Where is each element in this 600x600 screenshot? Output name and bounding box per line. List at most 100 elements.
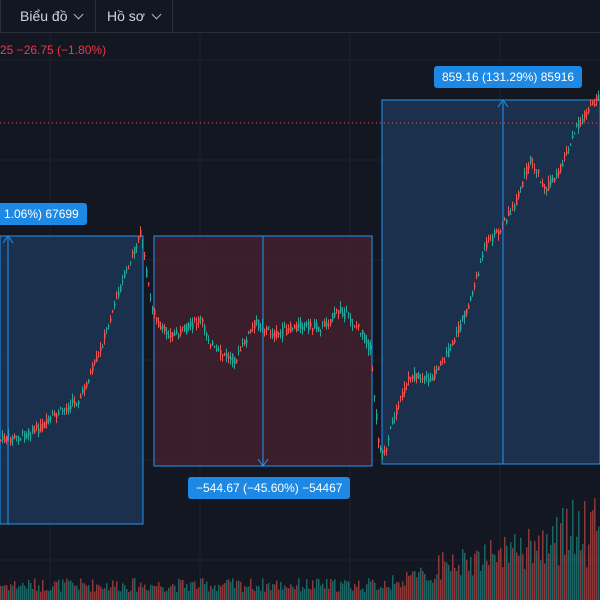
volume-bar — [230, 582, 232, 600]
candle-body — [538, 170, 540, 172]
candle-body — [272, 333, 274, 337]
candle-body — [176, 330, 178, 334]
candle-body — [312, 328, 314, 332]
candle-body — [298, 323, 300, 329]
volume-bar — [236, 580, 238, 600]
chart-menu-button[interactable]: Biểu đồ — [20, 0, 84, 32]
volume-bar — [20, 585, 22, 600]
volume-bar — [330, 579, 332, 600]
volume-bar — [550, 545, 552, 600]
candle-body — [180, 329, 182, 335]
volume-bar — [428, 580, 430, 600]
volume-bar — [498, 550, 500, 600]
volume-bar — [100, 586, 102, 600]
volume-bar — [538, 535, 540, 600]
volume-bar — [400, 587, 402, 600]
volume-bar — [560, 523, 562, 600]
candle-body — [524, 172, 526, 174]
volume-bar — [582, 544, 584, 600]
volume-bar — [596, 530, 598, 600]
candle-body — [308, 321, 310, 331]
volume-bar — [266, 584, 268, 600]
candle-body — [422, 378, 424, 380]
candle-body — [236, 359, 238, 363]
volume-bar — [340, 581, 342, 600]
candle-body — [242, 343, 244, 345]
candle-body — [452, 341, 454, 345]
volume-bar — [476, 550, 478, 600]
volume-bar — [444, 561, 446, 600]
volume-bar — [410, 575, 412, 600]
candle-body — [364, 334, 366, 343]
volume-bar — [282, 589, 284, 600]
candle-body — [444, 361, 446, 364]
candle-body — [472, 291, 474, 295]
volume-bar — [38, 585, 40, 600]
volume-bar — [280, 581, 282, 600]
measure-label-3: 859.16 (131.29%) 85916 — [434, 66, 583, 88]
volume-bar — [240, 581, 242, 600]
volume-bar — [132, 578, 134, 600]
measure-zone-3[interactable] — [381, 99, 600, 465]
candle-body — [72, 399, 74, 404]
volume-bar — [260, 590, 262, 600]
candle-body — [74, 401, 76, 405]
volume-bar — [160, 586, 162, 600]
candle-body — [402, 392, 404, 398]
candle-body — [294, 324, 296, 329]
candle-body — [314, 322, 316, 329]
candle-body — [542, 183, 544, 187]
volume-bar — [368, 578, 370, 600]
volume-bar — [420, 567, 422, 600]
volume-bar — [208, 591, 210, 600]
candle-body — [574, 133, 576, 135]
volume-bar — [466, 559, 468, 600]
volume-bar — [322, 583, 324, 600]
volume-bar — [218, 584, 220, 600]
volume-bar — [156, 586, 158, 600]
candle-body — [254, 320, 256, 329]
candle-body — [378, 438, 380, 443]
candle-body — [564, 154, 566, 157]
candle-body — [572, 135, 574, 139]
volume-bar — [394, 584, 396, 600]
volume-bar — [210, 585, 212, 600]
candle-body — [414, 371, 416, 381]
volume-bar — [26, 588, 28, 600]
volume-bar — [216, 591, 218, 600]
candle-body — [126, 269, 128, 271]
candle-body — [214, 346, 216, 348]
candle-body — [330, 319, 332, 324]
candle-body — [98, 352, 100, 354]
volume-bar — [244, 585, 246, 600]
volume-bar — [106, 583, 108, 600]
candle-body — [562, 163, 564, 167]
volume-bar — [130, 590, 132, 600]
volume-bar — [138, 586, 140, 600]
candle-body — [194, 318, 196, 320]
candle-body — [46, 418, 48, 424]
candle-body — [530, 156, 532, 163]
volume-bar — [482, 564, 484, 600]
profile-menu-button[interactable]: Hồ sơ — [107, 0, 162, 32]
volume-bar — [270, 590, 272, 600]
candle-body — [226, 353, 228, 358]
candle-body — [324, 320, 326, 327]
volume-bar — [418, 571, 420, 600]
volume-bar — [150, 584, 152, 600]
candle-body — [590, 103, 592, 105]
volume-bar — [430, 579, 432, 600]
candle-body — [454, 339, 456, 343]
volume-bar — [286, 587, 288, 600]
volume-bar — [144, 584, 146, 600]
volume-bar — [72, 582, 74, 600]
volume-bar — [108, 590, 110, 600]
volume-bar — [316, 578, 318, 600]
price-chart[interactable] — [0, 33, 600, 600]
volume-bar — [268, 583, 270, 600]
measure-zone-1[interactable] — [0, 235, 144, 525]
candle-body — [296, 324, 298, 332]
volume-bar — [154, 585, 156, 600]
candle-body — [356, 326, 358, 328]
candle-body — [428, 377, 430, 383]
